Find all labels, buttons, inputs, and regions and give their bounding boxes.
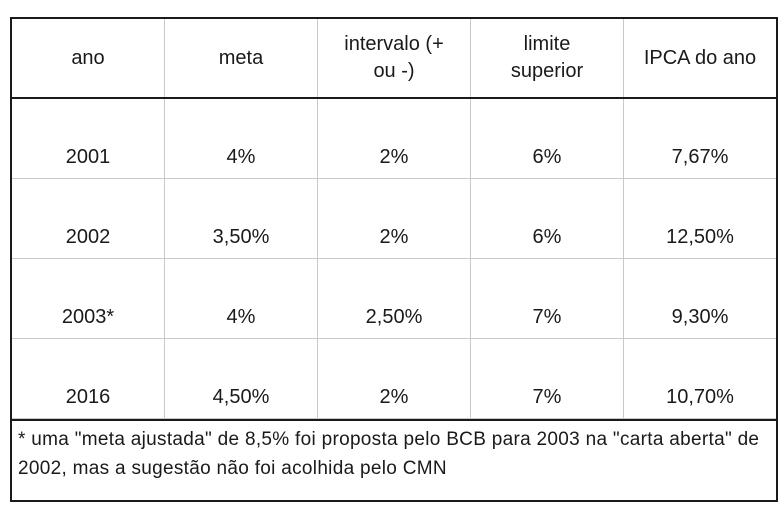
column-header-meta: meta <box>165 19 318 97</box>
cell-intervalo: 2% <box>318 179 471 258</box>
cell-ipca: 9,30% <box>671 306 729 328</box>
column-header-ano: ano <box>12 19 165 97</box>
table-footnote: * uma "meta ajustada" de 8,5% foi propos… <box>12 419 776 500</box>
cell-meta: 4% <box>165 99 318 178</box>
cell-ano: 2002 <box>12 179 165 258</box>
table-row-2001: 2001 4% 2% 6% 7,67% <box>12 99 776 179</box>
cell-ano: 2001 <box>12 99 165 178</box>
column-header-ipca-do-ano: IPCA do ano <box>643 46 757 69</box>
table-row-2016: 2016 4,50% 2% 7% 10,70% <box>12 339 776 419</box>
cell-limite-superior: 6% <box>471 179 624 258</box>
table-row-2003: 2003* 4% 2,50% 7% 9,30% <box>12 259 776 339</box>
table-header-row: ano meta intervalo (+ ou -) limite super… <box>12 19 776 99</box>
cell-ipca: 12,50% <box>666 226 734 248</box>
cell-ano: 2003* <box>12 259 165 338</box>
cell-ipca: 10,70% <box>666 386 734 408</box>
cell-meta: 3,50% <box>165 179 318 258</box>
column-header-intervalo: intervalo (+ ou -) <box>318 19 471 97</box>
cell-limite-superior: 7% <box>471 339 624 418</box>
cell-ano: 2016 <box>12 339 165 418</box>
cell-intervalo: 2% <box>318 99 471 178</box>
cell-limite-superior: 6% <box>471 99 624 178</box>
cell-ipca: 7,67% <box>671 146 729 168</box>
column-header-limite-superior: limite superior <box>471 19 624 97</box>
cell-meta: 4,50% <box>165 339 318 418</box>
cell-intervalo: 2,50% <box>318 259 471 338</box>
cell-limite-superior: 7% <box>471 259 624 338</box>
cell-intervalo: 2% <box>318 339 471 418</box>
cell-meta: 4% <box>165 259 318 338</box>
inflation-target-table: ano meta intervalo (+ ou -) limite super… <box>10 17 778 502</box>
table-row-2002: 2002 3,50% 2% 6% 12,50% <box>12 179 776 259</box>
